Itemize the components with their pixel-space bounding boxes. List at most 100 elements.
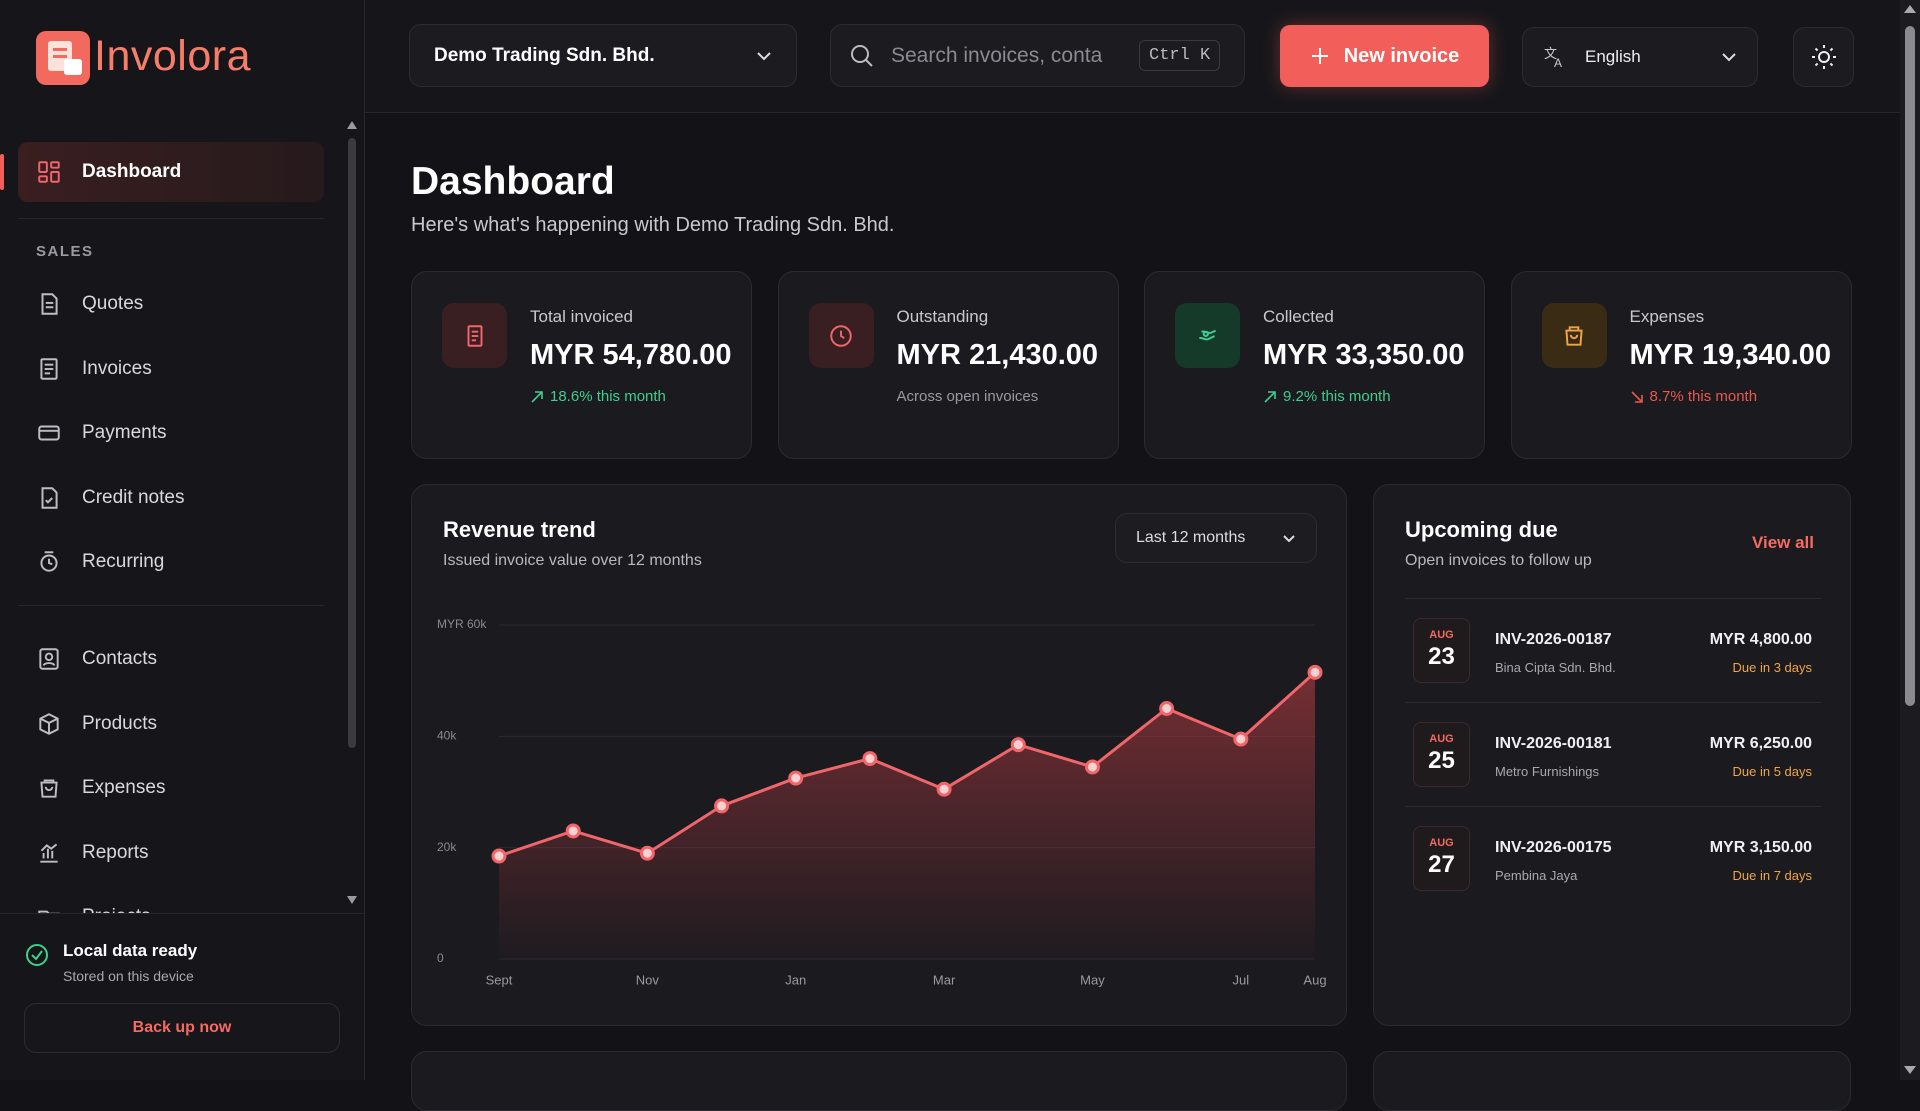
nav-item[interactable]: Products <box>36 704 157 744</box>
stat-label: Total invoiced <box>530 307 634 326</box>
point <box>1010 737 1026 753</box>
nav-label: Recurring <box>82 551 165 572</box>
nav-label: Projects <box>82 906 151 913</box>
due-label: Due in 3 days <box>1732 660 1813 675</box>
stat-value: MYR 19,340.00 <box>1629 339 1832 371</box>
note-text: 9.2% this month <box>1283 388 1391 405</box>
icon <box>40 779 58 798</box>
divider <box>1405 806 1821 807</box>
note-text: Across open invoices <box>896 388 1039 405</box>
point <box>565 823 581 839</box>
icon <box>467 324 482 347</box>
card-title: Revenue trend <box>443 517 596 542</box>
status-subtitle: Stored on this device <box>63 968 194 984</box>
area <box>499 672 1315 959</box>
icon <box>41 486 58 509</box>
customer-name: Bina Cipta Sdn. Bhd. <box>1495 660 1616 675</box>
button-label: New invoice <box>1343 44 1460 67</box>
nav-item[interactable]: Projects <box>36 897 151 913</box>
line <box>498 671 1317 858</box>
nav-item[interactable]: Payments <box>36 413 166 453</box>
page-title: Dashboard <box>411 160 615 203</box>
icon <box>39 648 59 670</box>
nav-item[interactable]: Reports <box>36 833 149 873</box>
page-scrollbar[interactable] <box>1900 0 1920 1080</box>
y-tick-label: 40k <box>437 729 457 743</box>
revenue-card: Revenue trend Issued invoice value over … <box>411 484 1347 1026</box>
active-indicator <box>0 154 4 190</box>
icon <box>830 324 852 347</box>
backup-button[interactable]: Back up now <box>24 1003 340 1053</box>
x-tick-label: Jul <box>1233 972 1250 987</box>
date-month: AUG <box>1429 629 1454 641</box>
point <box>1233 731 1249 747</box>
nav-item[interactable]: Expenses <box>36 768 165 808</box>
bottom-card <box>411 1051 1347 1111</box>
nav-item[interactable]: Contacts <box>36 639 157 679</box>
invoice-amount: MYR 4,800.00 <box>1709 631 1812 648</box>
theme-toggle[interactable] <box>1793 27 1854 87</box>
nav-active[interactable] <box>18 142 324 202</box>
nav-item[interactable]: Dashboard <box>36 152 181 192</box>
page-subtitle: Here's what's happening with Demo Tradin… <box>411 214 895 236</box>
x-tick-label: May <box>1080 972 1105 987</box>
invoice-number: INV-2026-00187 <box>1495 631 1612 648</box>
stat-note: Across open invoices <box>897 388 1039 405</box>
due-label: Due in 5 days <box>1732 764 1813 779</box>
date-month: AUG <box>1429 837 1454 849</box>
icon <box>38 425 60 441</box>
point <box>862 751 878 767</box>
nav-label: Invoices <box>82 357 152 379</box>
stat-icon <box>442 303 507 368</box>
date-badge: AUG 23 <box>1413 618 1470 683</box>
revenue-chart: 0 20k 40k MYR 60k Sept Nov Jan Mar May Jul Aug <box>437 617 1327 987</box>
y-tick-label: 0 <box>437 951 444 965</box>
stat-card: Outstanding MYR 21,430.00 Across open invo… <box>777 271 1119 459</box>
range-select[interactable]: Last 12 months <box>1115 513 1317 563</box>
nav-label: Payments <box>82 422 167 443</box>
due-label: Due in 7 days <box>1732 868 1813 883</box>
sidebar-scrollbar[interactable] <box>346 118 358 908</box>
stat-note: 8.7% this month <box>1630 388 1757 405</box>
icon <box>1198 329 1216 340</box>
stat-icon <box>1541 303 1607 368</box>
trend-arrow <box>531 390 543 403</box>
customer-name: Pembina Jaya <box>1495 868 1578 883</box>
status-title: Local data ready <box>63 941 198 960</box>
range-label: Last 12 months <box>1136 529 1246 546</box>
nav-item[interactable]: Quotes <box>36 284 143 324</box>
logo <box>36 31 90 85</box>
other-nav: Contacts Products Expenses Reports Projects <box>0 0 345 913</box>
x-tick-label: Mar <box>933 972 956 987</box>
stat-icon <box>808 303 874 368</box>
company-select[interactable]: Demo Trading Sdn. Bhd. <box>409 24 797 87</box>
divider <box>18 605 324 606</box>
date-badge: AUG 25 <box>1413 722 1470 787</box>
view-all-link[interactable]: View all <box>1751 533 1814 552</box>
status-panel: Local data ready Stored on this device B… <box>0 913 364 1080</box>
x-tick-label: Nov <box>636 972 660 987</box>
stat-label: Outstanding <box>896 307 989 326</box>
new-invoice-button[interactable]: New invoice <box>1280 25 1489 87</box>
invoice-amount: MYR 3,150.00 <box>1709 839 1812 856</box>
point <box>1084 759 1100 775</box>
point <box>714 798 730 814</box>
icon <box>41 293 58 315</box>
nav-label: Products <box>82 712 157 734</box>
trend-arrow <box>1630 390 1643 403</box>
nav-item[interactable]: Credit notes <box>36 478 184 518</box>
stat-value: MYR 33,350.00 <box>1263 339 1465 371</box>
search-box[interactable]: Search invoices, conta Ctrl K <box>830 24 1245 87</box>
y-tick-label: MYR 60k <box>437 617 487 631</box>
icon <box>38 910 60 913</box>
stat-card: Collected MYR 33,350.00 9.2% this month <box>1144 271 1485 459</box>
invoice-amount: MYR 6,250.00 <box>1709 735 1812 752</box>
nav-label: Contacts <box>82 648 157 669</box>
brand: Involora <box>94 32 251 80</box>
nav-item[interactable]: Invoices <box>36 349 152 389</box>
stat-value: MYR 21,430.00 <box>896 339 1099 371</box>
nav-label: Reports <box>82 841 149 863</box>
point <box>491 848 507 864</box>
nav-item[interactable]: Recurring <box>36 542 164 582</box>
